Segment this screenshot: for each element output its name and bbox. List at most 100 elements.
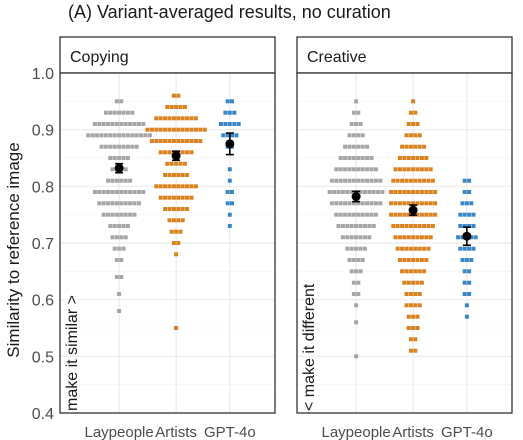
data-point-creative-laypeople <box>365 144 370 149</box>
data-point-creative-laypeople <box>360 258 365 262</box>
data-point-creative-artists <box>424 235 429 240</box>
data-point-creative-artists <box>404 133 409 138</box>
data-point-creative-laypeople <box>356 156 361 160</box>
data-point-creative-laypeople <box>338 201 343 206</box>
data-point-copying-laypeople <box>121 156 126 160</box>
data-point-copying-gpt-4o <box>232 110 237 115</box>
data-point-copying-artists <box>158 127 163 132</box>
data-point-copying-laypeople <box>121 246 126 251</box>
data-point-creative-artists <box>413 178 418 183</box>
data-point-copying-laypeople <box>130 110 135 115</box>
data-point-creative-artists <box>397 212 402 217</box>
data-point-copying-laypeople <box>92 190 97 194</box>
data-point-creative-laypeople <box>351 178 356 183</box>
data-point-copying-laypeople <box>143 133 148 138</box>
data-point-copying-laypeople <box>141 122 146 126</box>
data-point-creative-artists <box>417 144 422 149</box>
figure-title: (A) Variant-averaged results, no curatio… <box>68 2 391 22</box>
data-point-copying-artists <box>189 184 194 189</box>
data-point-copying-laypeople <box>103 110 108 115</box>
data-point-creative-laypeople <box>365 156 370 160</box>
data-point-creative-artists <box>419 235 424 240</box>
data-point-copying-laypeople <box>136 122 141 126</box>
data-point-copying-gpt-4o <box>219 122 223 126</box>
data-point-copying-gpt-4o <box>225 99 230 104</box>
data-point-creative-artists <box>430 224 435 228</box>
data-point-creative-laypeople <box>356 144 361 149</box>
data-point-copying-artists <box>171 93 176 98</box>
data-point-creative-gpt-4o <box>462 190 467 194</box>
data-point-copying-artists <box>193 116 198 121</box>
data-point-copying-artists <box>176 93 181 98</box>
data-point-creative-laypeople <box>358 235 363 240</box>
y-tick-label: 0.9 <box>32 123 54 140</box>
data-point-creative-laypeople <box>365 212 370 217</box>
data-point-creative-artists <box>402 201 407 206</box>
data-point-copying-artists <box>149 139 154 143</box>
data-point-creative-artists <box>426 178 431 183</box>
data-point-copying-laypeople <box>117 246 122 251</box>
data-point-creative-laypeople <box>358 224 363 228</box>
data-point-creative-laypeople <box>340 190 345 194</box>
data-point-creative-gpt-4o <box>462 269 467 274</box>
data-point-creative-artists <box>419 167 424 172</box>
data-point-copying-laypeople <box>97 122 102 126</box>
data-point-copying-laypeople <box>108 144 113 149</box>
data-point-creative-artists <box>395 246 400 251</box>
data-point-creative-laypeople <box>356 167 361 172</box>
data-point-creative-laypeople <box>360 212 365 217</box>
data-point-creative-gpt-4o <box>467 269 472 274</box>
data-point-copying-artists <box>174 161 179 166</box>
data-point-creative-laypeople <box>338 167 343 172</box>
data-point-copying-laypeople <box>119 178 124 183</box>
data-point-creative-laypeople <box>371 224 376 228</box>
x-tick-label-creative-gpt-4o: GPT-4o <box>441 424 493 440</box>
data-point-creative-laypeople <box>351 280 356 285</box>
data-point-copying-artists <box>163 150 168 155</box>
data-point-creative-laypeople <box>349 246 354 251</box>
data-point-copying-artists <box>176 184 181 189</box>
data-point-copying-artists <box>178 161 183 166</box>
data-point-creative-artists <box>417 224 422 228</box>
data-point-creative-laypeople <box>369 156 374 160</box>
data-point-copying-artists <box>171 139 176 143</box>
data-point-creative-artists <box>406 156 411 160</box>
data-point-copying-laypeople <box>117 144 122 149</box>
data-point-creative-artists <box>406 122 411 126</box>
data-point-copying-gpt-4o <box>225 201 230 206</box>
data-point-creative-artists <box>406 190 411 194</box>
data-point-creative-laypeople <box>349 235 354 240</box>
data-point-copying-laypeople <box>114 212 119 217</box>
data-point-creative-laypeople <box>338 212 343 217</box>
data-point-copying-laypeople <box>128 122 133 126</box>
data-point-creative-artists <box>433 190 438 194</box>
data-point-creative-laypeople <box>349 269 354 274</box>
data-point-copying-laypeople <box>110 122 115 126</box>
data-point-copying-laypeople <box>132 201 137 206</box>
data-point-copying-laypeople <box>119 275 124 279</box>
mean-marker-creative-laypeople <box>351 192 361 202</box>
data-point-creative-artists <box>415 314 420 319</box>
data-point-copying-artists <box>171 116 176 121</box>
data-point-creative-artists <box>433 201 438 206</box>
data-point-copying-laypeople <box>97 201 102 206</box>
data-point-copying-laypeople <box>123 167 128 172</box>
data-point-creative-laypeople <box>354 235 359 240</box>
data-point-copying-artists <box>163 127 168 132</box>
data-point-creative-artists <box>397 201 402 206</box>
data-point-copying-laypeople <box>128 212 133 217</box>
data-point-copying-laypeople <box>101 201 106 206</box>
data-point-creative-artists <box>404 224 409 228</box>
data-point-copying-artists <box>167 173 172 177</box>
x-tick-labels-creative: Laypeople Artists GPT-4o <box>322 424 493 440</box>
data-point-creative-artists <box>424 201 429 206</box>
data-point-copying-laypeople <box>101 122 106 126</box>
data-point-copying-artists <box>176 116 181 121</box>
data-point-creative-artists <box>406 212 411 217</box>
data-point-copying-artists <box>193 184 198 189</box>
data-point-creative-artists <box>426 224 431 228</box>
data-point-creative-artists <box>408 337 413 342</box>
data-point-creative-laypeople <box>354 246 359 251</box>
data-point-creative-artists <box>430 178 435 183</box>
data-point-creative-artists <box>417 303 422 308</box>
